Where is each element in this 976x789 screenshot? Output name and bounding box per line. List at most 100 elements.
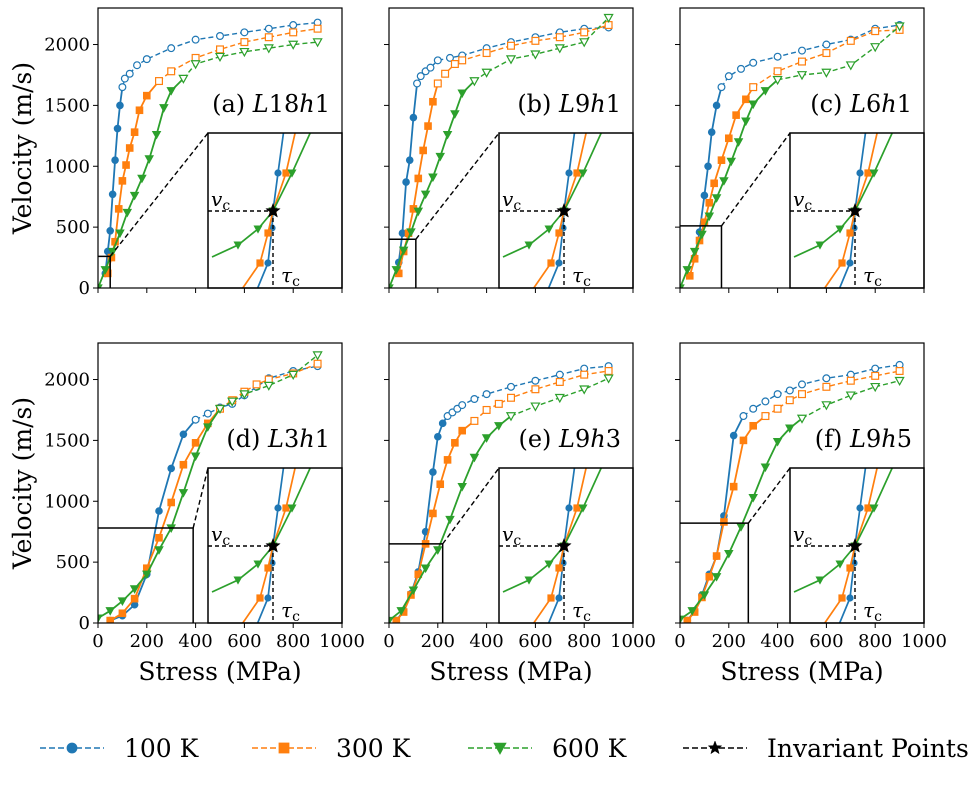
data-point: [749, 404, 758, 413]
data-point: [797, 46, 806, 55]
data-point: [555, 370, 564, 379]
data-point: [797, 57, 806, 66]
data-point: [263, 44, 274, 54]
data-point: [680, 615, 685, 623]
data-point: [133, 61, 142, 70]
data-point: [414, 174, 423, 183]
data-point: [457, 89, 467, 99]
data-point: [441, 69, 450, 78]
inset-point: [256, 259, 264, 267]
data-point: [531, 385, 540, 394]
y-axis-label: Velocity (m/s): [8, 62, 37, 235]
data-point: [711, 194, 722, 203]
data-point: [682, 266, 693, 275]
data-point: [429, 468, 437, 476]
data-point: [100, 266, 111, 275]
data-point: [406, 228, 416, 237]
x-tick-label: 400: [760, 631, 794, 652]
data-point: [191, 439, 200, 447]
legend-label: 300 K: [336, 734, 412, 763]
data-point: [313, 359, 322, 368]
inset-point: [253, 560, 263, 569]
inset-point: [578, 169, 588, 178]
x-tick-label: 0: [383, 631, 394, 652]
data-point: [252, 380, 261, 389]
data-point: [289, 28, 298, 37]
inset-point: [573, 169, 581, 177]
series-line-2-dashed: [158, 28, 318, 82]
data-point: [469, 453, 480, 463]
data-point: [736, 64, 745, 73]
data-point: [717, 83, 726, 92]
data-point: [118, 177, 127, 185]
data-point: [772, 437, 783, 447]
data-point: [227, 397, 238, 407]
data-point: [438, 419, 447, 428]
data-point: [846, 376, 855, 385]
data-point: [167, 498, 176, 507]
data-point: [773, 404, 782, 413]
data-point: [481, 68, 492, 78]
x-tick-label: 1000: [610, 631, 656, 652]
data-point: [555, 33, 564, 42]
series-group: [98, 351, 323, 623]
panel-label: (e) L9h3: [518, 425, 621, 453]
data-point: [748, 100, 758, 110]
data-point: [704, 212, 715, 222]
data-point: [481, 434, 492, 443]
legend-item: 600 K: [468, 734, 628, 763]
data-point: [749, 421, 757, 430]
data-point: [689, 247, 700, 257]
series-group: [389, 362, 614, 623]
data-point: [760, 87, 771, 96]
data-point: [154, 546, 164, 555]
data-point: [443, 456, 452, 464]
panel-d: 0 200 400 600 800 10000500100015002000vcτc(d)…: [44, 342, 365, 652]
inset-point: [846, 229, 854, 237]
x-tick-label: 800: [567, 631, 601, 652]
data-point: [429, 509, 437, 518]
data-point: [167, 464, 176, 473]
inset-point: [544, 560, 554, 569]
data-point: [446, 53, 455, 62]
data-point: [442, 130, 453, 140]
data-point: [894, 22, 905, 32]
data-point: [822, 374, 831, 383]
data-point: [797, 390, 806, 399]
data-point: [107, 247, 118, 257]
inset-point: [573, 504, 581, 512]
data-point: [773, 67, 782, 76]
data-point: [420, 190, 431, 200]
data-point: [749, 83, 758, 92]
panel-label: (f) L9h5: [815, 425, 912, 453]
data-point: [733, 138, 744, 147]
invariant-star: [847, 202, 863, 218]
series-line-1-dashed: [121, 21, 318, 88]
data-point: [135, 106, 144, 115]
data-point: [739, 412, 748, 421]
data-point: [426, 63, 435, 72]
legend-item: Invariant Points: [683, 734, 969, 763]
inset-point: [815, 576, 825, 585]
data-point: [530, 402, 541, 412]
data-point: [408, 586, 419, 596]
y-tick-label: 0: [79, 278, 90, 299]
data-point: [115, 229, 125, 239]
data-point: [470, 416, 479, 425]
data-point: [118, 83, 127, 92]
inset-curve-2: [532, 468, 587, 623]
data-point: [402, 178, 410, 186]
inset-point: [256, 594, 264, 602]
data-point: [130, 128, 139, 136]
connector-line: [109, 132, 209, 257]
data-point: [717, 156, 726, 164]
data-point: [125, 144, 134, 152]
series-line-3-dashed: [801, 380, 900, 420]
data-point: [870, 43, 881, 53]
data-point: [687, 607, 697, 616]
legend-marker: [278, 742, 290, 754]
inset-curve-3: [502, 133, 603, 258]
